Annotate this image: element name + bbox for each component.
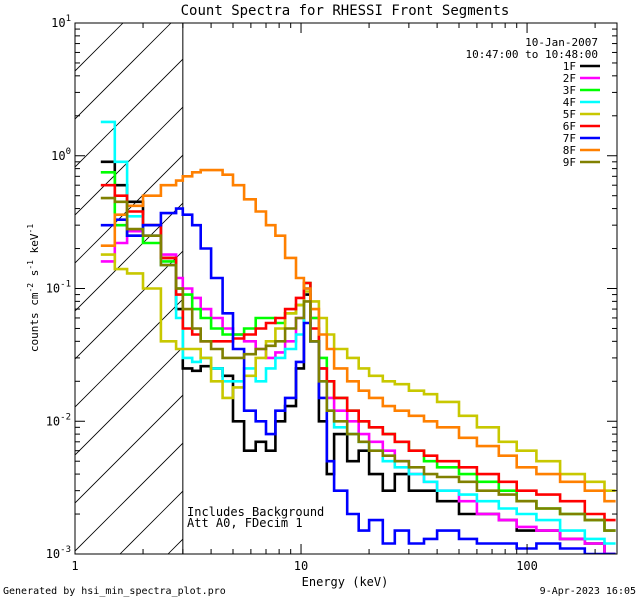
x-axis-ticks: 1 10 100 xyxy=(71,23,596,573)
chart-title: Count Spectra for RHESSI Front Segments xyxy=(181,3,510,19)
x-tick-label: 100 xyxy=(516,559,538,573)
legend-label: 8F xyxy=(563,144,576,157)
y-tick-label: 10-3 xyxy=(46,545,71,561)
x-tick-label: 10 xyxy=(294,559,308,573)
y-axis-ticks: 10-3 10-2 10-1 100 101 xyxy=(46,14,617,561)
legend-label: 5F xyxy=(563,108,576,121)
generated-by-footer: Generated by hsi_min_spectra_plot.pro xyxy=(3,586,226,597)
hatch-line xyxy=(75,23,172,120)
legend-label: 2F xyxy=(563,72,576,85)
legend-label: 6F xyxy=(563,120,576,133)
series-2F xyxy=(100,229,616,554)
time-range-label: 10:47:00 to 10:48:00 xyxy=(466,48,598,61)
legend-label: 3F xyxy=(563,84,576,97)
x-tick-label: 1 xyxy=(71,559,78,573)
y-tick-label: 101 xyxy=(51,14,71,30)
legend-label: 1F xyxy=(563,60,576,73)
annotation-background: Includes Background xyxy=(187,505,324,519)
date-label: 10-Jan-2007 xyxy=(525,36,598,49)
series-4F xyxy=(100,120,616,545)
annotation-attenuator: Att A0, FDecim 1 xyxy=(187,516,303,530)
series-lines xyxy=(100,120,616,554)
y-tick-label: 10-1 xyxy=(46,280,71,296)
series-9F xyxy=(100,196,616,532)
x-axis-label: Energy (keV) xyxy=(302,575,389,589)
series-8F xyxy=(100,168,616,503)
legend-label: 9F xyxy=(563,156,576,169)
y-axis-label: counts cm-2 s-1 keV-1 xyxy=(26,224,41,352)
series-6F xyxy=(100,183,616,522)
hatch-line xyxy=(75,442,183,552)
hatch-line xyxy=(75,106,183,216)
legend-label: 7F xyxy=(563,132,576,145)
y-tick-label: 100 xyxy=(51,147,71,163)
y-tick-label: 10-2 xyxy=(46,412,71,428)
timestamp-footer: 9-Apr-2023 16:05 xyxy=(540,586,636,597)
hatch-line xyxy=(75,394,183,504)
legend-label: 4F xyxy=(563,96,576,109)
hatch-line xyxy=(75,202,183,312)
hatch-line xyxy=(75,58,183,168)
